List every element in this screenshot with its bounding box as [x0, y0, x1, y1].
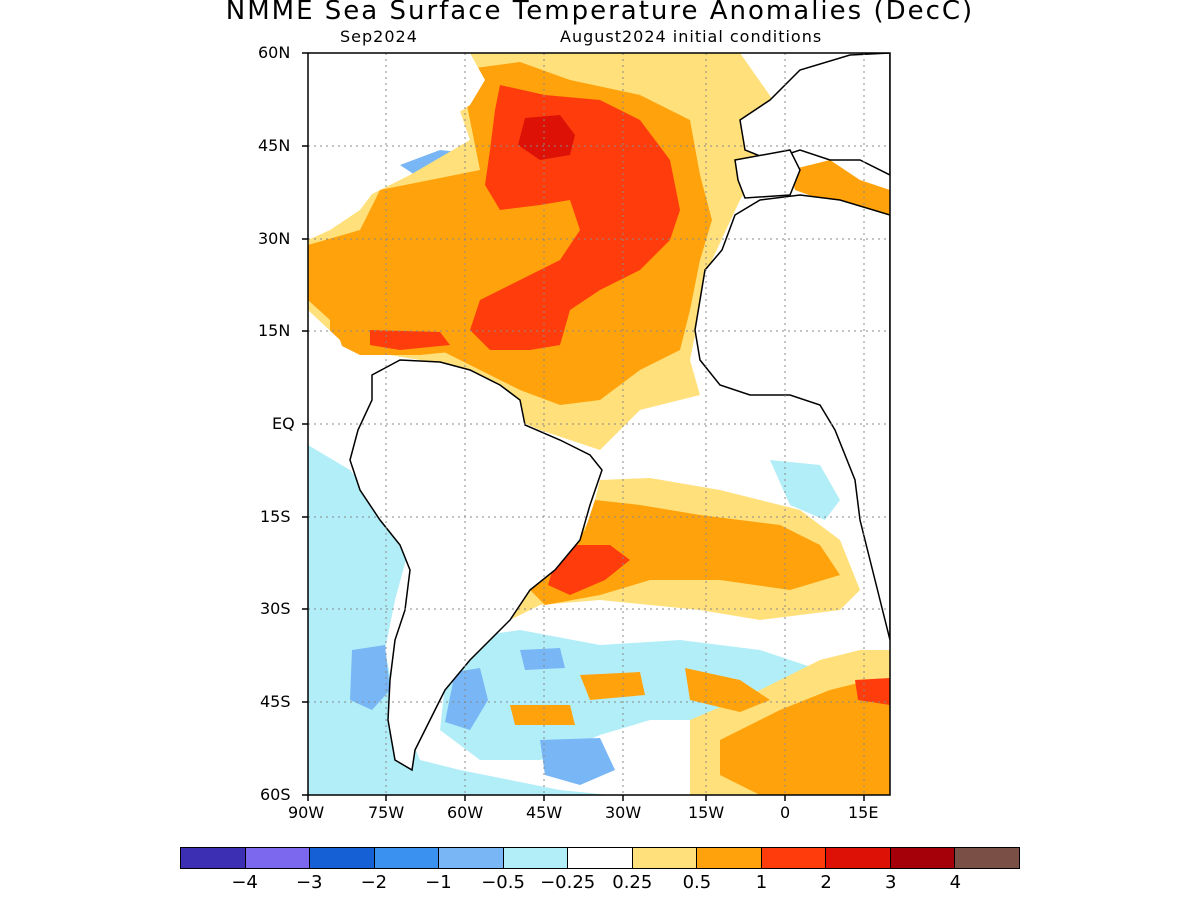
map-title: NMME Sea Surface Temperature Anomalies (… [225, 0, 975, 26]
colorbar-label: 2 [820, 872, 832, 893]
anomaly-cool-blue-b [445, 668, 488, 730]
lat-label: 30S [260, 599, 291, 618]
anomaly-warm-caribbean-red [370, 330, 450, 350]
lon-label: 60W [447, 803, 484, 822]
colorbar-swatch [632, 848, 698, 868]
lat-label: 45N [258, 136, 291, 155]
colorbar-label: −4 [231, 872, 258, 893]
lat-label: 30N [258, 229, 291, 248]
colorbar-swatch [181, 848, 246, 868]
colorbar-swatch [310, 848, 375, 868]
lon-label: 15W [688, 803, 725, 822]
land-north-america [308, 53, 485, 240]
colorbar-swatch [955, 848, 1019, 868]
lon-label: 15E [848, 803, 879, 822]
lat-label: 45S [260, 692, 291, 711]
anomaly-warm-southeast-orange [720, 680, 890, 795]
anomaly-cool-south [308, 445, 610, 795]
colorbar-swatch [439, 848, 504, 868]
colorbar-swatch [826, 848, 891, 868]
initial-conditions-label: August2024 initial conditions [560, 27, 823, 46]
colorbar-label: 4 [949, 872, 962, 893]
colorbar-swatch [245, 848, 311, 868]
land-iberia [734, 149, 801, 199]
lon-label: 0 [780, 803, 791, 822]
colorbar-swatch [503, 848, 569, 868]
colorbar-label: 0.25 [612, 872, 653, 893]
colorbar-label: 1 [755, 872, 768, 893]
colorbar-label: 0.5 [682, 872, 712, 893]
land-africa [694, 194, 890, 641]
anomaly-warm-north-red [470, 85, 680, 350]
land-europe [739, 53, 890, 176]
colorbar-label: −3 [295, 872, 323, 893]
anomaly-warm-north-core [518, 115, 575, 160]
anomaly-cool-blue-c [540, 738, 615, 785]
lat-label: 60N [258, 43, 291, 62]
colorbar-swatch [761, 848, 827, 868]
lat-label: EQ [272, 414, 295, 433]
colorbar-label: −0.25 [540, 872, 596, 893]
colorbar-label: 3 [885, 872, 897, 893]
anomaly-warm-blob-c [510, 705, 575, 725]
colorbar [180, 847, 1020, 869]
colorbar-label: −0.5 [481, 872, 525, 893]
colorbar-label: −1 [425, 872, 452, 893]
lat-label: 60S [260, 785, 291, 804]
lon-label: 90W [288, 803, 325, 822]
colorbar-swatch [374, 848, 440, 868]
graticule [308, 53, 890, 795]
lon-label: 45W [526, 803, 563, 822]
land-central-america [308, 310, 370, 390]
lon-label: 30W [605, 803, 642, 822]
anomaly-cool-blue-a [350, 645, 390, 710]
anomaly-cool-east [770, 460, 840, 520]
anomaly-warm-south-red [548, 545, 630, 595]
anomaly-cool-blue-d [520, 648, 565, 670]
lat-label: 15N [258, 321, 291, 340]
anomaly-warm-south-orange [530, 500, 840, 605]
land-south-america [349, 359, 603, 772]
lon-label: 75W [368, 803, 405, 822]
colorbar-swatch [890, 848, 956, 868]
colorbar-swatch [697, 848, 762, 868]
anomaly-warm-blob-a [580, 672, 645, 700]
lat-label: 15S [260, 507, 291, 526]
colorbar-label: −2 [360, 872, 388, 893]
colorbar-swatch [568, 848, 633, 868]
forecast-month: Sep2024 [340, 27, 418, 46]
